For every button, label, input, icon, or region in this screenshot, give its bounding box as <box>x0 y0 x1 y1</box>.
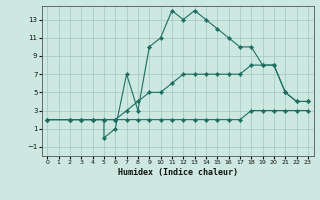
X-axis label: Humidex (Indice chaleur): Humidex (Indice chaleur) <box>118 168 237 177</box>
